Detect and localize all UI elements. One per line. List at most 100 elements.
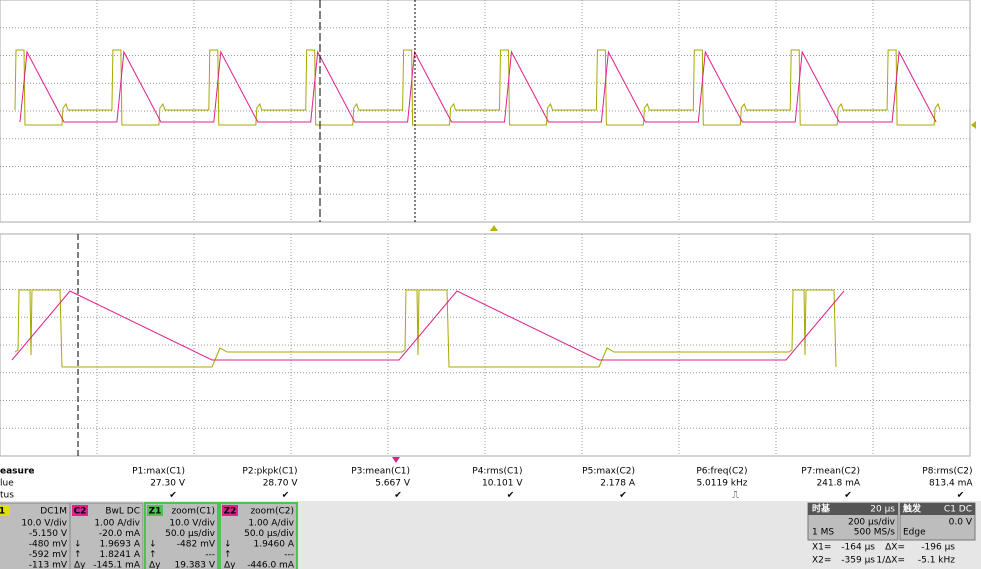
meas-label: P8:rms(C2) (922, 467, 972, 477)
cursor-delta-label: 1/ΔX= (876, 556, 905, 566)
meas-value: 5.667 V (375, 479, 411, 489)
channel-symbol: ↑ (74, 550, 82, 560)
cursor-value: -359 µs (841, 556, 875, 566)
channel-mode: BwL DC (105, 507, 140, 517)
cursor-label: X2= (812, 556, 831, 566)
cursor-delta-value: -5.1 kHz (918, 556, 955, 566)
meas-row-label: tus (0, 491, 14, 501)
meas-label: P4:rms(C1) (472, 467, 522, 477)
zoom-c1 (14, 289, 837, 368)
meas-label: P2:pkpk(C1) (242, 467, 297, 477)
channel-tag: 1 (0, 507, 5, 517)
channel-tag: Z2 (224, 507, 237, 517)
channel-symbol: Δy (74, 561, 86, 569)
zoom-c2 (11, 290, 845, 361)
meas-status: ✔ (282, 491, 290, 501)
channel-value: 1.9460 A (253, 540, 294, 550)
timebase-div: 200 µs/div (848, 518, 896, 528)
channel-symbol: Δy (149, 561, 161, 569)
meas-status: ✔ (844, 491, 852, 501)
meas-row-label: lue (0, 479, 14, 489)
timebase-area: 时基 20 µs 200 µs/div 1 MS 500 MS/s 触发 C1 … (807, 502, 976, 566)
channel-value: -113 mV (29, 561, 68, 569)
trigger-title: 触发 (902, 503, 922, 515)
channel-value: -145.1 mA (93, 561, 141, 569)
cursor-value: -164 µs (841, 543, 875, 553)
meas-value: 2.178 A (600, 479, 636, 489)
channel-value: 1.8241 A (99, 550, 140, 560)
channel-value: 1.00 A/div (248, 519, 294, 529)
meas-value: 27.30 V (150, 479, 186, 489)
channel-symbol: ↓ (224, 540, 232, 550)
channel-value: -482 mV (177, 540, 216, 550)
meas-value: 10.101 V (482, 479, 523, 489)
zoom-marker (392, 457, 400, 463)
meas-status: ✔ (619, 491, 627, 501)
channel-value: 1.9693 A (99, 540, 140, 550)
trace-c2 (19, 50, 937, 123)
trigger-mode: Edge (903, 528, 926, 538)
channel-symbol: Δy (224, 561, 236, 569)
measurements: easure lue tus P1:max(C1) 27.30 V ✔ P2:pkpk(C1… (0, 467, 973, 501)
cursor-delta-label: ΔX= (885, 543, 905, 553)
meas-value: 813.4 mA (929, 479, 973, 489)
trigger-source: C1 DC (944, 505, 972, 515)
channel-value: 50.0 µs/div (165, 529, 216, 539)
channel-value: 10.0 V/div (21, 519, 67, 529)
meas-label: P6:freq(C2) (696, 467, 747, 477)
channel-value: -480 mV (29, 540, 68, 550)
timebase-header (808, 503, 898, 515)
timebase-title: 时基 (812, 503, 831, 515)
channel-value: 19.383 V (174, 561, 215, 569)
trigger-header (900, 503, 975, 515)
channel-mode: zoom(C1) (171, 507, 215, 517)
channel-symbol: ↑ (149, 550, 157, 560)
trigger-level: 0.0 V (949, 518, 973, 528)
channel-symbol: ↑ (224, 550, 232, 560)
timebase-delay: 20 µs (870, 505, 895, 515)
meas-value: 5.0119 kHz (696, 479, 747, 489)
channel-tag-bg (0, 505, 10, 516)
timebase-samples: 1 MS (812, 528, 834, 538)
channel-value: 1.00 A/div (94, 519, 140, 529)
meas-label: P5:max(C2) (582, 467, 635, 477)
channel-tag-bg (72, 505, 88, 516)
channel-symbol: ↓ (74, 540, 82, 550)
meas-status: ✔ (169, 491, 177, 501)
channel-tag-bg (222, 505, 238, 516)
channel-mode: zoom(C2) (250, 507, 294, 517)
meas-label: P7:mean(C2) (801, 467, 860, 477)
meas-value: 241.8 mA (816, 479, 860, 489)
channel-tag: C2 (74, 507, 87, 517)
channel-symbol: ↓ (149, 540, 157, 550)
meas-value: 28.70 V (263, 479, 299, 489)
waveforms (11, 49, 941, 368)
meas-status: ⎍ (732, 491, 739, 501)
meas-status: ✔ (957, 491, 965, 501)
meas-label: P1:max(C1) (132, 467, 185, 477)
trace-c1 (14, 49, 941, 126)
meas-status: ✔ (394, 491, 402, 501)
meas-status: ✔ (507, 491, 515, 501)
channel-value: -5.150 V (29, 529, 68, 539)
trigger-marker (490, 225, 498, 231)
grid (0, 0, 970, 456)
meas-row-label: easure (0, 467, 34, 477)
channel-value: --- (205, 550, 215, 560)
channel-value: -446.0 mA (247, 561, 295, 569)
channel-box (0, 502, 71, 569)
channel-value: --- (284, 550, 294, 560)
meas-label: P3:mean(C1) (351, 467, 410, 477)
channel-value: -592 mV (29, 550, 68, 560)
channel-tag-bg (147, 505, 163, 516)
channel-mode: DC1M (40, 507, 67, 517)
cursor-delta-value: -196 µs (921, 543, 955, 553)
channel-value: 50.0 µs/div (244, 529, 295, 539)
level-marker (971, 121, 976, 129)
cursor-label: X1= (812, 543, 831, 553)
channel-value: -20.0 mA (99, 529, 141, 539)
channel-value: 10.0 V/div (169, 519, 215, 529)
